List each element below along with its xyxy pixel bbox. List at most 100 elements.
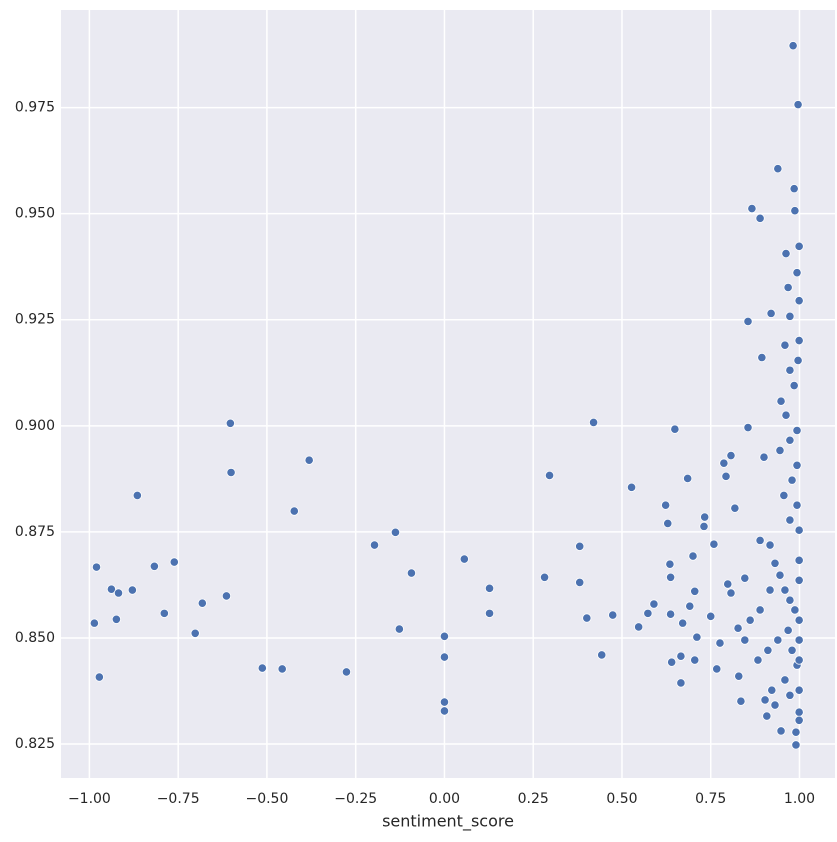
point (755, 535, 765, 545)
point (277, 664, 287, 674)
point (127, 585, 137, 595)
point (766, 308, 776, 318)
point (726, 588, 736, 598)
point (773, 635, 783, 645)
point (736, 696, 746, 706)
point (626, 482, 637, 492)
x-tick-label: −1.00 (68, 791, 111, 807)
point (394, 624, 404, 634)
point (106, 584, 117, 594)
point (719, 458, 729, 468)
point (665, 559, 675, 569)
point (734, 671, 744, 681)
point (190, 628, 200, 638)
point (459, 554, 469, 564)
point (89, 618, 99, 628)
point (484, 583, 495, 593)
x-tick-label: 0.75 (695, 791, 726, 807)
point (733, 623, 743, 633)
y-tick-label: 0.850 (15, 630, 55, 646)
point (149, 561, 159, 571)
point (789, 380, 799, 391)
point (700, 512, 710, 522)
point (721, 471, 731, 481)
point (113, 588, 124, 598)
point (289, 506, 299, 516)
point (643, 608, 653, 618)
y-tick-label: 0.900 (15, 418, 55, 434)
x-tick-label: −0.75 (157, 791, 200, 807)
x-tick-label: 0.25 (518, 791, 549, 807)
point (439, 706, 450, 716)
point (544, 470, 555, 481)
point (225, 418, 235, 428)
point (780, 340, 790, 350)
point (791, 740, 801, 750)
point (759, 452, 769, 462)
x-axis-label: sentiment_score (382, 812, 514, 832)
x-tick-label: 1.00 (784, 791, 815, 807)
point (257, 663, 267, 673)
point (688, 551, 698, 561)
point (740, 635, 750, 645)
point (390, 527, 401, 537)
point (785, 690, 795, 700)
point (666, 572, 676, 582)
point (780, 675, 790, 685)
point (730, 503, 740, 513)
point (781, 248, 791, 259)
point (785, 435, 795, 445)
point (747, 203, 757, 214)
point (221, 591, 232, 601)
point (791, 727, 801, 737)
point (792, 500, 802, 510)
y-tick-label: 0.925 (15, 312, 55, 328)
point (132, 490, 142, 501)
point (763, 645, 773, 655)
point (794, 525, 804, 535)
point (676, 678, 686, 688)
point (794, 575, 804, 585)
point (723, 579, 733, 589)
point (776, 726, 786, 736)
point (661, 500, 671, 510)
point (597, 650, 607, 660)
point (780, 585, 790, 595)
point (757, 352, 767, 363)
point (197, 598, 207, 608)
point (755, 213, 765, 223)
point (762, 711, 772, 721)
point (94, 672, 104, 682)
point (776, 396, 786, 406)
point (794, 335, 804, 346)
y-tick-label: 0.875 (15, 524, 55, 540)
point (539, 572, 550, 582)
point (787, 645, 797, 655)
point (439, 697, 450, 707)
point (159, 608, 169, 618)
point (785, 365, 795, 375)
point (775, 570, 785, 580)
point (745, 615, 755, 625)
point (794, 715, 804, 725)
point (783, 625, 793, 635)
point (743, 422, 753, 433)
point (582, 613, 592, 623)
point (715, 638, 725, 648)
point (792, 268, 802, 278)
point (770, 700, 780, 710)
point (649, 599, 659, 609)
point (755, 605, 765, 615)
point (788, 41, 798, 51)
point (634, 622, 644, 632)
point (773, 164, 783, 174)
point (740, 573, 750, 583)
point (690, 586, 700, 596)
point (775, 445, 785, 456)
point (765, 540, 775, 550)
point (699, 521, 709, 531)
point (369, 540, 380, 550)
point (794, 241, 804, 251)
point (793, 355, 803, 366)
